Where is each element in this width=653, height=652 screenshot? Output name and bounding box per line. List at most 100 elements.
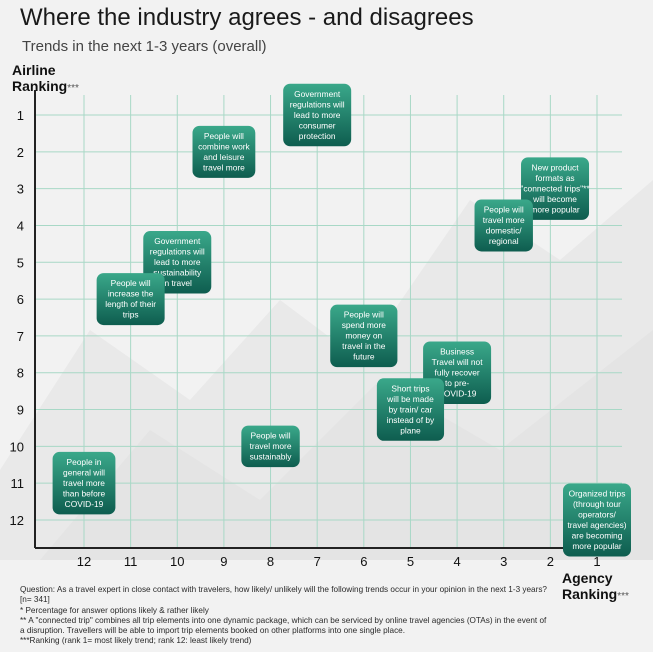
bubble-label-line: than before [63,488,106,498]
bubble-box [52,451,116,515]
data-point-bubble: People will increase the length of their tr… [96,273,165,326]
bubble-label: People will spend more money on travel in t… [342,310,387,362]
x-tick-label: 12 [77,554,91,569]
bubble-label: Organized trips (through tour operators/tr… [567,489,626,552]
y-tick-label: 7 [17,329,24,344]
bubble-label: New product formats as "connected trips"**… [520,162,590,214]
bubble-label-line: Government [154,236,201,246]
bubble-label-line: protection [299,131,336,141]
bubble-label-line: regulations will [290,99,345,109]
bubble-label-line: instead of by [387,415,435,425]
bubble-label-line: travel more [203,162,245,172]
x-tick-label: 1 [593,554,600,569]
bubble-box [376,378,445,441]
y-tick-label: 1 [17,108,24,123]
footnote-question: Question: As a travel expert in close co… [20,585,547,605]
bubble-label: People will travel more sustainably [250,431,293,462]
x-tick-label: 11 [124,554,138,569]
bubble-label-line: lead to more [154,257,201,267]
bubble-label-line: lead to more [294,110,341,120]
bubble-label-line: (through tour [573,499,621,509]
x-tick-label: 6 [360,554,367,569]
bubble-box [474,199,533,252]
x-axis-title-line1: Agency [562,570,613,586]
bubble-label-line: consumer [299,120,336,130]
bubble-box [521,157,590,220]
bubble-box [241,425,300,468]
bubble-label-line: COVID-19 [65,499,104,509]
bubble-label-line: trips [123,310,139,320]
x-tick-label: 9 [220,554,227,569]
bubble-label-line: length of their [105,299,156,309]
bubble-label: Short trips will be made by train/ car inst… [386,383,435,435]
y-tick-label: 4 [17,218,24,233]
bubble-label-line: sustainability [153,268,202,278]
footnotes: Question: As a travel expert in close co… [20,585,550,647]
data-point-bubble: New product formats as "connected trips"**… [520,157,590,220]
x-tick-label: 7 [314,554,321,569]
bubble-label-line: and leisure [203,152,244,162]
bubble-label-line: travel more [250,441,292,451]
bubble-label-line: operators/ [578,510,616,520]
bubble-label-line: regulations will [150,247,205,257]
x-tick-label: 3 [500,554,507,569]
data-point-bubble: Organized trips (through tour operators/tr… [563,483,631,557]
bubble-label-line: travel agencies) [567,520,626,530]
bubble-label-line: formats as [535,173,574,183]
bubble-label-line: by train/ car [389,404,433,414]
y-axis-title-stars: *** [67,83,79,94]
bubble-label-line: to pre- [445,378,469,388]
page-subtitle: Trends in the next 1-3 years (overall) [22,38,267,55]
x-axis-title: Agency Ranking*** [562,570,629,605]
bubble-label-line: will become [532,194,577,204]
bubble-label-line: more popular [530,204,580,214]
bubble-label: People will travel more domestic/regional [483,204,525,246]
bubble-label-line: plane [400,425,421,435]
bubble-label-line: People will [111,278,151,288]
footnote-1: * Percentage for answer options likely &… [20,605,209,615]
bubble-label: People will increase the length of their tr… [105,278,156,320]
bubble-label-line: will be made [386,394,434,404]
bubble-label-line: Government [294,89,341,99]
bubble-label: Government regulations will lead to more co… [290,89,345,141]
y-tick-label: 10 [10,439,24,454]
y-axis-title-line1: Airline [12,62,56,78]
y-axis-title-line2: Ranking [12,78,68,94]
x-tick-label: 8 [267,554,274,569]
y-axis-title: Airline Ranking*** [12,62,79,97]
bubble-label-line: People in [67,457,102,467]
bubble-label-line: COVID-19 [438,388,477,398]
x-tick-label: 10 [170,554,184,569]
x-axis-title-line2: Ranking [562,586,618,602]
data-point-bubble: People will spend more money on travel in t… [330,304,398,368]
data-point-bubble: People will combine work and leisure travel… [192,125,256,178]
data-point-bubble: People will travel more domestic/regional [474,199,533,252]
bubble-label-line: general will [63,467,105,477]
bubble-label-line: travel more [483,215,525,225]
bubble-label-line: People will [344,310,384,320]
bubble-label-line: more popular [572,541,622,551]
y-tick-label: 5 [17,255,24,270]
y-tick-label: 11 [11,476,25,491]
bubble-label-line: money on [345,331,382,341]
bubble-box [96,273,165,326]
bubble-label-line: Travel will not [432,357,484,367]
footnote-3: ***Ranking (rank 1= most likely trend; r… [20,636,252,646]
bubble-label-line: People will [251,431,291,441]
bubble-label-line: sustainably [250,452,293,462]
bubble-label-line: travel in the [342,341,386,351]
bubble-label: People will combine work and leisure travel… [198,131,250,173]
bubble-label-line: in travel [163,278,192,288]
bubble-label-line: spend more [342,320,387,330]
bubble-label-line: future [353,352,375,362]
x-tick-label: 5 [407,554,414,569]
bubble-label-line: Short trips [391,383,429,393]
page-title: Where the industry agrees - and disagree… [20,4,474,31]
bubble-label: Business Travel will not fully recover to p… [432,346,484,398]
x-tick-label: 4 [453,554,460,569]
bubble-box [563,483,631,557]
bubble-label-line: People will [204,131,244,141]
bubble-label-line: regional [489,236,519,246]
bubble-box [330,304,398,368]
y-tick-label: 9 [17,403,24,418]
